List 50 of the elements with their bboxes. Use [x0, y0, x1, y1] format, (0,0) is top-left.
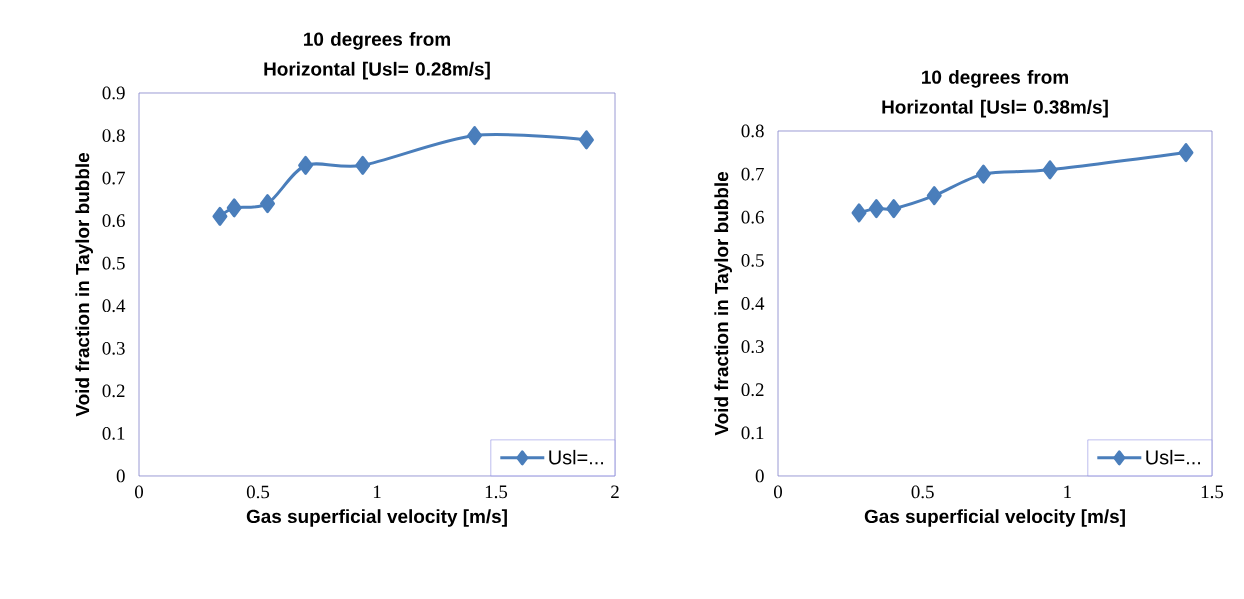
y-tick-label: 0.3 — [102, 341, 125, 355]
x-tick-label: 0 — [135, 485, 144, 499]
x-axis-title: Gas superficial velocity [m/s] — [246, 509, 507, 527]
y-tick-label: 0.4 — [102, 299, 126, 313]
y-tick-label: 0.6 — [102, 214, 125, 228]
y-tick-label: 0.2 — [102, 384, 125, 398]
point — [1042, 160, 1058, 180]
y-tick-label: 0.3 — [741, 340, 764, 354]
y-tick-label: 0.1 — [102, 427, 125, 440]
y-tick-label: 0.8 — [741, 124, 764, 138]
y-axis-title: Void fraction in Taylor bubble — [75, 152, 93, 417]
x-axis-title: Gas superficial velocity [m/s] — [864, 509, 1125, 527]
chart-title: 10 degrees from Horizontal [Usl= 0.28m/s] — [264, 31, 490, 80]
point — [851, 203, 867, 223]
point — [355, 155, 371, 175]
y-tick-label: 0 — [755, 469, 764, 483]
y-tick-label: 0.7 — [741, 167, 764, 181]
x-tick-label: 1 — [1064, 485, 1071, 498]
point — [212, 206, 228, 226]
y-tick-label: 0 — [116, 469, 125, 483]
x-tick-label: 2 — [611, 485, 619, 499]
y-tick-label: 0.5 — [102, 256, 125, 270]
x-tick-label: 0.5 — [911, 485, 934, 499]
x-tick-label: 0 — [774, 485, 783, 499]
y-tick-label: 0.7 — [102, 171, 125, 185]
x-tick-label: 1 — [373, 485, 381, 498]
y-tick-label: 0.9 — [102, 86, 125, 100]
point — [226, 198, 242, 218]
point — [886, 199, 902, 219]
x-tick-label: 0.5 — [246, 485, 270, 499]
point — [868, 199, 884, 219]
x-tick-label: 1.5 — [485, 485, 508, 499]
point — [926, 186, 942, 206]
point — [298, 155, 314, 175]
x-tick-label: 1.5 — [1201, 485, 1224, 499]
y-tick-label: 0.2 — [741, 383, 764, 397]
y-tick-label: 0.8 — [102, 129, 125, 142]
legend-label: Usl=... — [1146, 449, 1200, 465]
chart-title: 10 degrees from Horizontal [Usl= 0.38m/s] — [882, 69, 1108, 118]
legend-label: Usl=... — [549, 449, 603, 465]
point — [467, 126, 483, 146]
y-tick-label: 0.6 — [741, 210, 764, 224]
point — [975, 164, 991, 184]
y-tick-label: 0.5 — [741, 253, 764, 267]
y-tick-label: 0.4 — [741, 297, 765, 310]
point — [260, 194, 276, 214]
y-tick-label: 0.1 — [741, 426, 764, 440]
y-axis-title: Void fraction in Taylor bubble — [714, 171, 732, 436]
point — [1178, 143, 1194, 163]
point — [578, 130, 594, 150]
